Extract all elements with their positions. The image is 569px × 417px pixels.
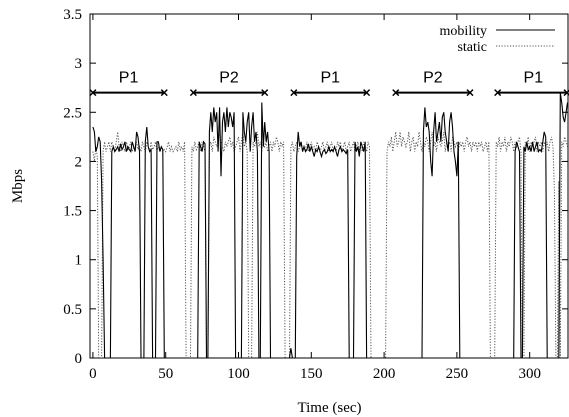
legend-label-mobility: mobility: [440, 24, 487, 39]
phase-endpoint: [290, 89, 298, 97]
x-tick-label: 50: [158, 366, 173, 382]
x-tick-label: 250: [446, 366, 469, 382]
x-tick-label: 0: [89, 366, 97, 382]
y-tick-label: 2.5: [63, 105, 82, 121]
phase-label: P1: [119, 70, 139, 87]
phase-endpoint: [363, 89, 371, 97]
x-tick-label: 100: [227, 366, 250, 382]
series-layer: [92, 92, 569, 358]
phase-label: P2: [219, 70, 239, 87]
legend-label-static: static: [457, 40, 487, 55]
x-tick-label: 300: [518, 366, 541, 382]
plot-frame: [89, 13, 569, 359]
y-tick-label: 3: [75, 56, 83, 72]
phase-label: P2: [423, 70, 443, 87]
phase-endpoint: [563, 89, 569, 97]
y-tick-label: 0.5: [63, 302, 82, 318]
phase-annotations: P1 P2 P1 P2 P1: [89, 70, 569, 97]
series-line-mobility: [92, 92, 569, 358]
y-tick-label: 1: [75, 253, 83, 269]
phase-endpoint: [494, 89, 502, 97]
y-axis-label: Mbps: [10, 169, 26, 203]
phase-endpoint: [466, 89, 474, 97]
phase-endpoint: [89, 89, 97, 97]
phase-label: P1: [320, 70, 340, 87]
y-tick-label: 0: [75, 351, 83, 367]
x-axis-label: Time (sec): [297, 400, 361, 416]
axis-ticks: 0 0.5 1 1.5 2 2.5 3 3.5 0 50 100 150 200 250 300: [63, 7, 568, 382]
y-tick-label: 1.5: [63, 204, 82, 220]
phase-endpoint: [392, 89, 400, 97]
phase-endpoint: [189, 89, 197, 97]
y-tick-label: 3.5: [63, 7, 82, 23]
phase-label: P1: [524, 70, 544, 87]
x-tick-label: 150: [300, 366, 323, 382]
x-tick-label: 200: [373, 366, 396, 382]
phase-endpoint: [160, 89, 168, 97]
y-tick-label: 2: [75, 154, 83, 170]
phase-endpoint: [261, 89, 269, 97]
